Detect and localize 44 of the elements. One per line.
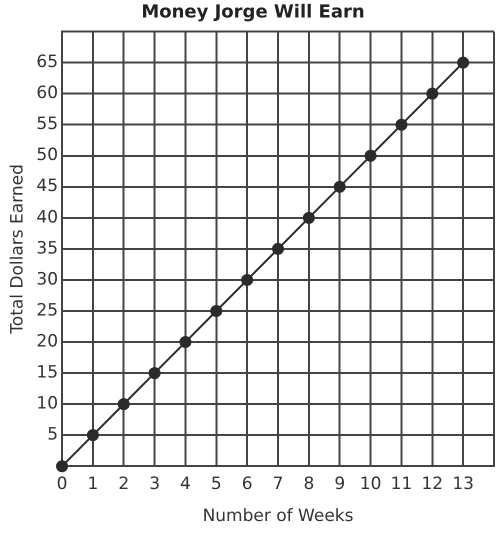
y-tick-label: 25 [36,300,58,320]
y-tick-label: 60 [36,83,58,104]
point [395,118,408,131]
point [302,212,315,224]
point [118,398,130,410]
point [457,56,470,69]
point [241,274,254,286]
chart-title: Money Jorge Will Earn [141,1,365,22]
point [148,367,161,380]
y-tick-label: 40 [36,207,58,228]
y-tick-label: 55 [36,114,58,134]
point [364,150,377,162]
point [426,88,438,100]
y-tick-label: 50 [36,145,58,166]
y-tick-label: 45 [36,176,58,196]
y-tick-label: 30 [36,269,58,290]
x-tick-label: 6 [242,474,253,494]
x-tick-label: 3 [149,474,160,494]
y-tick-label: 15 [36,362,58,382]
y-axis-title: Total Dollars Earned [8,164,28,335]
point [179,336,192,348]
x-tick-label: 5 [210,474,222,494]
x-tick-label: 4 [180,474,191,494]
x-tick-label: 2 [118,474,130,494]
x-tick-label: 12 [421,474,444,494]
x-tick-label: 10 [360,474,382,494]
y-tick-label: 20 [36,331,58,352]
point [86,429,99,442]
point [210,304,222,317]
y-tick-label: 65 [36,52,58,72]
point [56,460,68,472]
x-tick-label: 7 [272,474,284,494]
point [334,180,346,193]
y-tick-label: 10 [36,394,58,414]
x-tick-label: 9 [334,474,346,494]
x-axis-title: Number of Weeks [202,506,354,526]
x-tick-label: 8 [303,474,314,494]
x-tick-label: 13 [452,474,474,494]
x-tick-label: 11 [390,474,412,494]
point [272,242,284,255]
y-tick-label: 5 [47,424,58,445]
y-tick-label: 35 [36,238,58,258]
x-tick-label: 0 [56,474,68,494]
x-tick-label: 1 [87,474,98,494]
